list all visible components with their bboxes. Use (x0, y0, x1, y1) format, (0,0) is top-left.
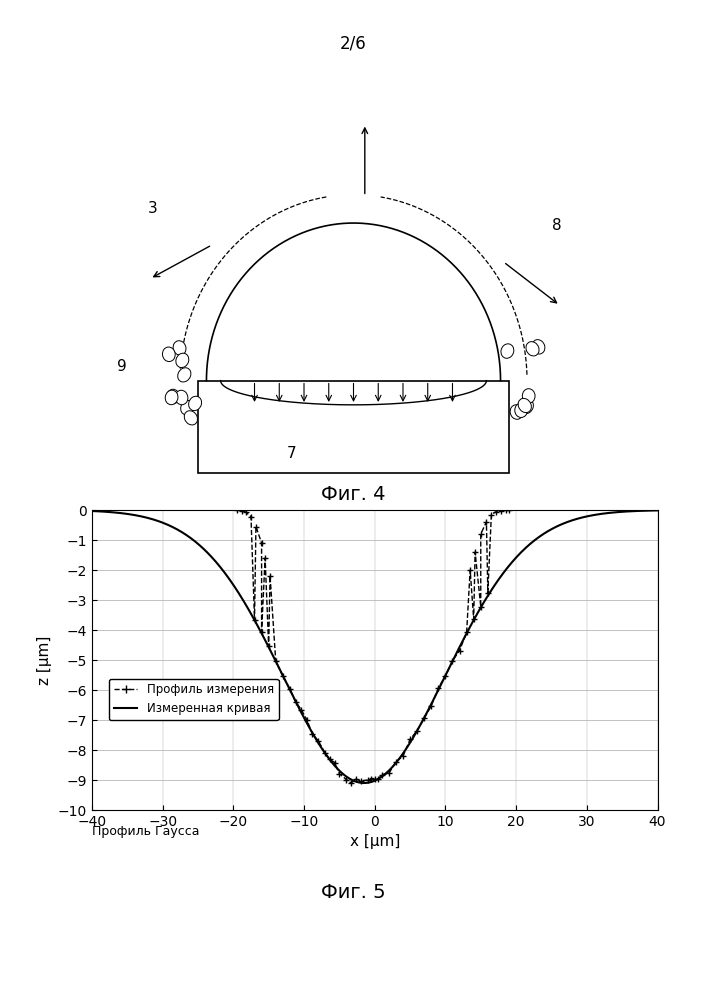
Text: 9: 9 (117, 359, 127, 374)
Bar (198, 381, 509, 473)
Профиль измерения (347, 777, 356, 789)
X-axis label: x [µm]: x [µm] (349, 834, 400, 849)
Профиль измерения (233, 504, 241, 516)
Text: Фиг. 5: Фиг. 5 (321, 882, 386, 902)
Ellipse shape (189, 396, 201, 411)
Text: Профиль Гаусса: Профиль Гаусса (92, 825, 199, 838)
Ellipse shape (515, 403, 527, 417)
Text: 3: 3 (148, 201, 158, 216)
Профиль измерения (420, 712, 428, 724)
Ellipse shape (175, 390, 188, 405)
Измеренная кривая (653, 504, 662, 516)
Ellipse shape (532, 340, 545, 354)
Y-axis label: z [µm]: z [µm] (37, 635, 52, 685)
Ellipse shape (176, 353, 189, 368)
Line: Профиль измерения: Профиль измерения (233, 507, 513, 786)
Ellipse shape (185, 411, 197, 425)
Ellipse shape (510, 405, 523, 419)
Ellipse shape (520, 399, 533, 414)
Измеренная кривая (539, 528, 548, 540)
Legend: Профиль измерения, Измеренная кривая: Профиль измерения, Измеренная кривая (109, 679, 279, 720)
Измеренная кривая (337, 766, 345, 778)
Text: 2/6: 2/6 (340, 35, 367, 53)
Профиль измерения (385, 767, 393, 779)
Text: 8: 8 (552, 218, 562, 233)
Профиль измерения (238, 505, 246, 517)
Ellipse shape (163, 347, 175, 362)
Измеренная кривая (360, 777, 368, 789)
Измеренная кривая (146, 512, 154, 524)
Text: Фиг. 4: Фиг. 4 (321, 486, 386, 504)
Ellipse shape (526, 342, 539, 356)
Профиль измерения (462, 626, 471, 638)
Ellipse shape (518, 398, 532, 413)
Измеренная кривая (88, 505, 96, 517)
Измеренная кривая (317, 741, 325, 753)
Измеренная кривая (477, 601, 485, 613)
Ellipse shape (522, 389, 535, 403)
Text: 7: 7 (286, 446, 296, 461)
Ellipse shape (181, 400, 194, 415)
Ellipse shape (501, 344, 514, 358)
Ellipse shape (177, 368, 191, 382)
Ellipse shape (173, 341, 186, 355)
Профиль измерения (406, 733, 414, 745)
Ellipse shape (167, 389, 180, 404)
Профиль измерения (505, 504, 513, 516)
Профиль измерения (326, 753, 334, 765)
Измеренная кривая (530, 535, 538, 547)
Ellipse shape (165, 390, 178, 405)
Line: Измеренная кривая: Измеренная кривая (92, 510, 658, 783)
